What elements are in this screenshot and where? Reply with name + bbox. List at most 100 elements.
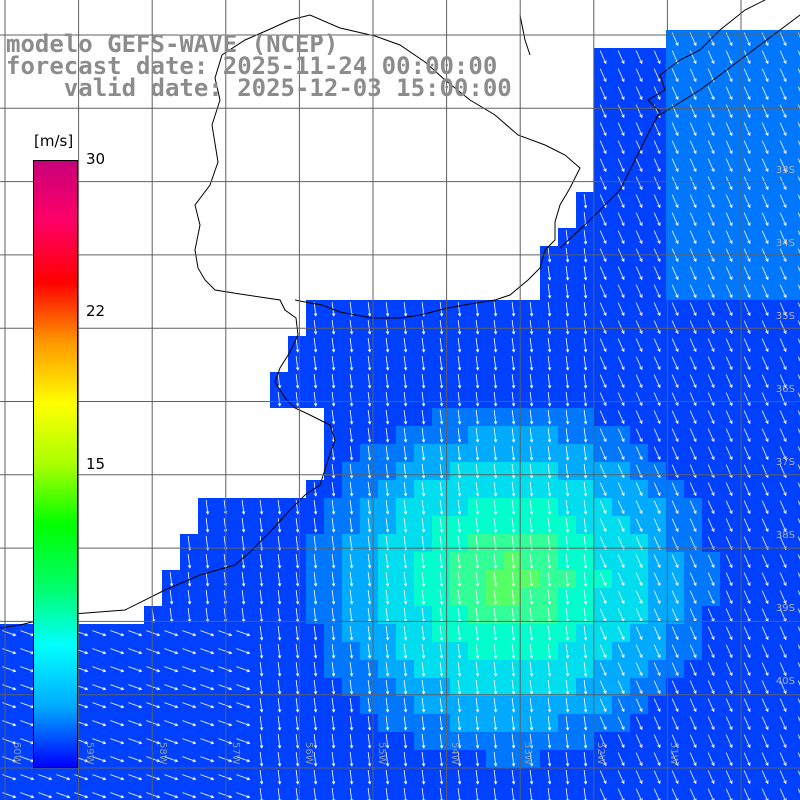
wind-arrow <box>493 608 498 623</box>
wind-arrow <box>635 752 643 767</box>
wind-arrow <box>653 410 661 425</box>
wind-arrow <box>743 266 751 281</box>
lon-label-52w: 52W <box>595 742 606 765</box>
wind-arrow <box>313 626 318 641</box>
wind-arrow <box>331 770 336 785</box>
wind-arrow <box>761 50 769 65</box>
wind-arrow <box>761 356 769 371</box>
wind-arrow <box>493 680 498 695</box>
wind-arrow <box>511 500 516 515</box>
wind-arrow <box>743 626 751 641</box>
wind-arrow <box>385 554 390 569</box>
wind-arrow <box>671 374 679 389</box>
wind-arrow <box>511 320 516 335</box>
wind-arrow <box>779 392 787 407</box>
wind-arrow <box>493 716 498 731</box>
wind-arrow <box>635 590 643 605</box>
wind-arrow <box>421 662 426 677</box>
wind-arrow <box>653 770 661 785</box>
wind-arrow <box>653 266 661 281</box>
wind-speed-cell <box>792 426 800 444</box>
wind-arrow <box>200 648 215 655</box>
wind-arrow <box>457 752 462 767</box>
wind-arrow <box>707 626 715 641</box>
wind-speed-cell <box>792 30 800 48</box>
wind-arrow <box>241 590 246 605</box>
wind-arrow <box>403 770 408 785</box>
wind-arrow <box>617 230 625 245</box>
wind-arrow <box>493 410 498 425</box>
wind-arrow <box>707 392 715 407</box>
wind-speed-cell <box>792 462 800 480</box>
wind-arrow <box>761 194 769 209</box>
wind-arrow <box>164 792 179 799</box>
wind-speed-cell <box>792 606 800 624</box>
wind-arrow <box>367 374 372 389</box>
wind-arrow <box>439 500 444 515</box>
wind-arrow <box>475 626 480 641</box>
wind-arrow <box>385 626 390 641</box>
wind-arrow <box>635 50 643 65</box>
lat-label-39s: 39S <box>775 603 795 614</box>
wind-arrow <box>403 374 408 389</box>
wind-arrow <box>259 734 264 749</box>
lon-label-58w: 58W <box>157 742 168 765</box>
wind-arrow <box>295 626 300 641</box>
wind-arrow <box>779 554 787 569</box>
wind-arrow <box>200 630 215 637</box>
wind-arrow <box>493 698 498 713</box>
wind-arrow <box>599 428 607 443</box>
wind-arrow <box>475 518 480 533</box>
wind-arrow <box>385 644 390 659</box>
wind-arrow <box>110 738 125 745</box>
wind-arrow <box>599 86 607 101</box>
wind-arrow <box>707 770 715 785</box>
wind-arrow <box>565 554 570 569</box>
wind-arrow <box>187 572 192 587</box>
wind-arrow <box>403 500 408 515</box>
wind-arrow <box>779 212 787 227</box>
wind-arrow <box>565 698 570 713</box>
wind-arrow <box>707 158 715 173</box>
wind-arrow <box>779 662 787 677</box>
wind-arrow <box>725 212 733 227</box>
wind-arrow <box>493 626 498 641</box>
wind-arrow <box>617 122 625 137</box>
wind-arrow <box>779 446 787 461</box>
wind-arrow <box>475 392 480 407</box>
wind-arrow <box>671 428 679 443</box>
wind-arrow <box>403 734 408 749</box>
wind-arrow <box>493 428 498 443</box>
wind-arrow <box>547 374 552 389</box>
wind-speed-cell <box>792 534 800 552</box>
wind-arrow <box>277 518 282 533</box>
wind-arrow <box>671 734 679 749</box>
wind-arrow <box>689 194 697 209</box>
wind-arrow <box>182 738 197 745</box>
wind-arrow <box>583 482 588 497</box>
wind-arrow <box>617 446 625 461</box>
wind-speed-cell <box>792 552 800 570</box>
wind-arrow <box>277 680 282 695</box>
wind-arrow <box>236 684 251 691</box>
wind-arrow <box>689 86 697 101</box>
wind-arrow <box>295 590 300 605</box>
wind-arrow <box>779 428 787 443</box>
wind-speed-cell <box>648 786 666 800</box>
wind-arrow <box>110 630 125 637</box>
wind-arrow <box>599 770 607 785</box>
wind-arrow <box>367 698 372 713</box>
wind-arrow <box>761 734 769 749</box>
wind-arrow <box>583 338 588 353</box>
wind-arrow <box>743 590 751 605</box>
wind-arrow <box>403 302 408 317</box>
wind-arrow <box>146 630 161 637</box>
wind-arrow <box>493 554 498 569</box>
wind-arrow <box>295 392 300 407</box>
wind-arrow <box>439 428 444 443</box>
wind-arrow <box>277 374 282 389</box>
wind-arrow <box>475 662 480 677</box>
wind-arrow <box>761 338 769 353</box>
wind-arrow <box>671 590 679 605</box>
wind-arrow <box>349 392 354 407</box>
